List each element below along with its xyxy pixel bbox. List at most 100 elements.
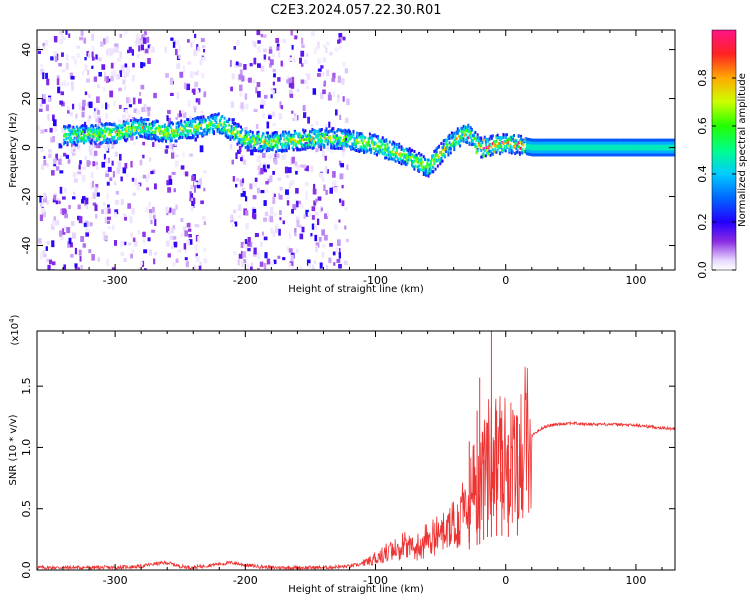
heatmap-cell: [288, 139, 291, 143]
heatmap-cell: [273, 134, 276, 138]
heatmap-cell: [273, 73, 276, 78]
heatmap-cell: [98, 137, 101, 141]
heatmap-cell: [571, 150, 574, 154]
heatmap-cell: [619, 138, 622, 142]
heatmap-cell: [197, 98, 201, 105]
heatmap-cell: [508, 137, 511, 141]
heatmap-cell: [626, 153, 629, 157]
heatmap-cell: [445, 142, 448, 146]
heatmap-cell: [152, 212, 156, 217]
heatmap-cell: [617, 138, 620, 142]
heatmap-cell: [657, 150, 660, 154]
heatmap-cell: [327, 139, 330, 143]
heatmap-cell: [457, 129, 460, 133]
heatmap-cell: [549, 144, 552, 148]
heatmap-cell: [432, 158, 435, 162]
heatmap-cell: [185, 261, 189, 268]
heatmap-cell: [378, 151, 381, 155]
heatmap-cell: [412, 165, 415, 169]
heatmap-cell: [179, 121, 182, 125]
heatmap-cell: [672, 144, 675, 148]
heatmap-cell: [200, 38, 205, 43]
colorbar-label: Normalized spectral amplitude: [737, 73, 748, 227]
heatmap-cell: [300, 136, 303, 140]
heatmap-cell: [302, 105, 306, 112]
heatmap-cell: [599, 153, 602, 157]
heatmap-cell: [339, 136, 342, 140]
heatmap-cell: [295, 248, 299, 254]
heatmap-cell: [161, 125, 164, 129]
heatmap-cell: [583, 147, 586, 151]
heatmap-cell: [58, 30, 63, 35]
heatmap-cell: [181, 124, 184, 128]
heatmap-cell: [303, 138, 306, 142]
heatmap-cell: [65, 154, 70, 159]
heatmap-cell: [648, 150, 651, 154]
heatmap-cell: [164, 46, 167, 53]
heatmap-cell: [77, 267, 80, 270]
heatmap-cell: [313, 139, 316, 143]
heatmap-cell: [52, 114, 55, 122]
heatmap-cell: [271, 148, 274, 152]
heatmap-cell: [71, 132, 74, 136]
heatmap-cell: [548, 150, 551, 154]
heatmap-cell: [268, 134, 271, 138]
heatmap-cell: [46, 163, 49, 167]
heatmap-cell: [85, 134, 88, 138]
heatmap-cell: [622, 150, 625, 154]
heatmap-cell: [125, 129, 128, 133]
heatmap-cell: [483, 135, 486, 139]
heatmap-cell: [573, 153, 576, 157]
heatmap-cell: [365, 141, 368, 145]
heatmap-cell: [292, 143, 295, 147]
heatmap-cell: [344, 260, 348, 266]
heatmap-cell: [291, 45, 294, 50]
heatmap-cell: [310, 141, 313, 145]
heatmap-cell: [535, 141, 538, 145]
heatmap-cell: [101, 140, 104, 144]
heatmap-cell: [167, 210, 171, 214]
heatmap-cell: [66, 227, 71, 234]
heatmap-cell: [536, 153, 539, 157]
heatmap-cell: [591, 150, 594, 154]
heatmap-cell: [433, 159, 436, 163]
heatmap-cell: [148, 202, 151, 207]
heatmap-cell: [291, 110, 294, 114]
heatmap-cell: [231, 73, 235, 80]
heatmap-cell: [298, 224, 303, 229]
heatmap-cell: [127, 129, 130, 133]
heatmap-cell: [538, 144, 541, 148]
heatmap-cell: [496, 148, 499, 152]
heatmap-cell: [80, 30, 84, 36]
heatmap-cell: [77, 204, 81, 210]
heatmap-cell: [351, 145, 354, 149]
heatmap-cell: [505, 145, 508, 149]
heatmap-cell: [104, 134, 107, 138]
heatmap-cell: [109, 177, 113, 181]
heatmap-cell: [353, 143, 356, 147]
heatmap-cell: [377, 150, 380, 154]
heatmap-cell: [51, 224, 55, 230]
heatmap-cell: [459, 139, 462, 143]
heatmap-cell: [133, 128, 136, 132]
heatmap-cell: [264, 211, 269, 217]
heatmap-cell: [609, 141, 612, 145]
heatmap-cell: [610, 150, 613, 154]
heatmap-cell: [584, 153, 587, 157]
heatmap-cell: [647, 144, 650, 148]
heatmap-cell: [648, 138, 651, 142]
heatmap-cell: [441, 147, 444, 151]
heatmap-cell: [562, 141, 565, 145]
heatmap-cell: [71, 232, 76, 239]
heatmap-cell: [300, 143, 303, 147]
heatmap-cell: [629, 138, 632, 142]
heatmap-cell: [152, 130, 155, 134]
heatmap-cell: [668, 144, 671, 148]
heatmap-cell: [138, 45, 141, 52]
heatmap-cell: [160, 138, 163, 142]
heatmap-cell: [170, 228, 174, 234]
heatmap-cell: [61, 32, 64, 40]
heatmap-cell: [273, 144, 276, 148]
heatmap-cell: [202, 56, 206, 61]
heatmap-cell: [294, 114, 298, 122]
